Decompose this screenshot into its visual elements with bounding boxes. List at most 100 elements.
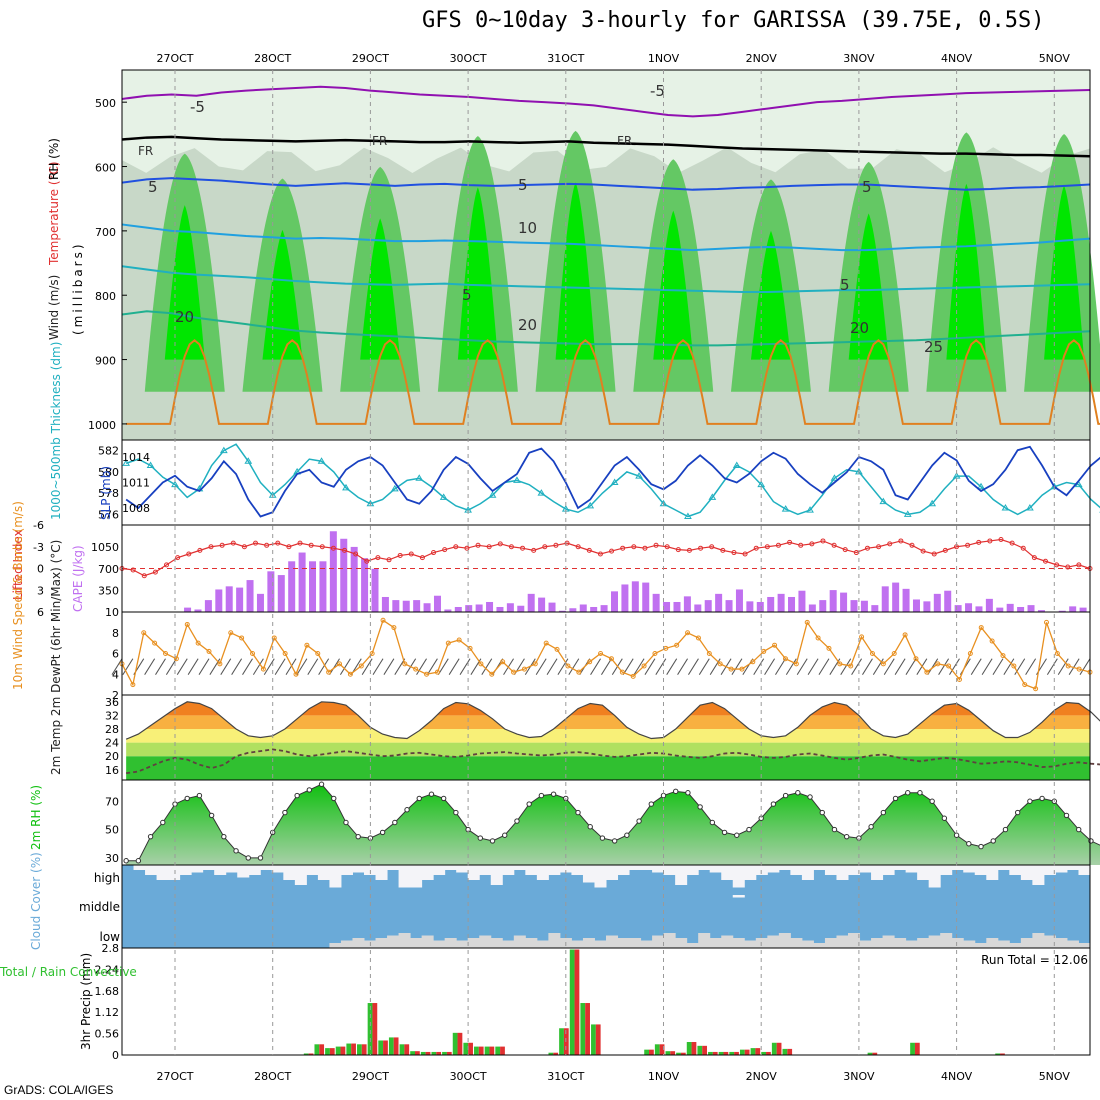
wind-speed-marker xyxy=(217,661,223,667)
panel-frame xyxy=(121,611,1091,696)
cloud-high-cell xyxy=(283,865,296,880)
cape-bar xyxy=(454,606,462,612)
axis-label: Wind (m/s) xyxy=(47,275,61,340)
wind-speed-marker xyxy=(576,669,582,675)
wind-speed-marker xyxy=(989,638,995,644)
lifted-index-marker xyxy=(720,547,726,553)
rh-marker xyxy=(550,791,557,797)
axis-label: 1000~500mb Thickness (dm) xyxy=(49,342,63,520)
cloud-high-cell xyxy=(559,865,572,873)
cloud-low-cell xyxy=(744,940,757,948)
cloud-high-cell xyxy=(606,865,619,880)
date-label-top: 2NOV xyxy=(746,52,778,65)
wind-barb xyxy=(753,658,765,675)
wind-barb xyxy=(285,658,297,675)
precip-convective-bar xyxy=(670,1051,676,1055)
lifted-index-marker xyxy=(297,540,303,546)
axis-label: RH (%) xyxy=(47,138,61,180)
cloud-high-cell xyxy=(813,865,826,870)
lifted-index-marker xyxy=(464,545,470,551)
precip-total-bar xyxy=(484,1046,490,1055)
cloud-high-cell xyxy=(433,865,446,875)
wind-speed-marker xyxy=(598,651,604,656)
lifted-index-marker xyxy=(965,542,971,548)
y-tick-label: 1050 xyxy=(91,541,119,554)
cape-bar xyxy=(423,603,431,612)
cloud-low-cell xyxy=(709,938,722,948)
wind-barb xyxy=(481,658,493,675)
rh-marker xyxy=(233,848,239,854)
rh-marker xyxy=(184,795,190,802)
panel-frame xyxy=(121,947,1091,1056)
y-tick-label: 2.8 xyxy=(102,942,120,955)
lifted-index-marker xyxy=(831,542,837,548)
lifted-index-marker xyxy=(775,542,781,548)
precip-total-bar xyxy=(718,1051,724,1055)
rh-marker xyxy=(245,855,251,861)
wind-speed-marker xyxy=(315,651,321,656)
precip-convective-bar xyxy=(702,1045,707,1055)
lifted-index-marker xyxy=(1020,545,1026,551)
cape-bar xyxy=(402,600,410,612)
lifted-index-marker xyxy=(920,548,926,554)
precip-total-bar xyxy=(314,1044,320,1055)
cape-bar xyxy=(517,605,525,612)
wind-speed-marker xyxy=(772,642,778,648)
wind-barb xyxy=(633,658,645,675)
y-tick-label: 28 xyxy=(105,723,119,736)
cape-bar xyxy=(433,595,441,612)
wind-speed-marker xyxy=(521,666,527,672)
wind-speed-marker xyxy=(511,669,517,675)
cloud-low-cell xyxy=(1066,940,1079,948)
lifted-index-marker xyxy=(631,544,637,550)
temp-band xyxy=(126,729,1090,743)
y-tick-label: 700 xyxy=(95,226,116,239)
wind-speed-marker xyxy=(532,661,538,667)
thickness-marker xyxy=(708,493,717,500)
cloud-low-cell xyxy=(1043,935,1056,948)
cloud-low-cell xyxy=(951,938,964,948)
precip-total-bar xyxy=(335,1046,341,1055)
rh-marker xyxy=(673,788,679,795)
cloud-high-cell xyxy=(905,865,918,873)
cloud-low-cell xyxy=(997,940,1010,948)
wind-speed-marker xyxy=(543,640,549,646)
y-tick-label: 580 xyxy=(98,466,119,479)
cloud-low-cell xyxy=(1078,943,1091,948)
lifted-index-marker xyxy=(330,545,336,551)
lifted-index-marker xyxy=(564,540,570,546)
lifted-index-line xyxy=(121,538,1091,577)
y-tick-label: 6 xyxy=(37,606,44,619)
cape-bar xyxy=(1069,606,1077,612)
rh-marker xyxy=(575,809,581,816)
cape-bar xyxy=(944,590,952,612)
wind-barb xyxy=(568,658,580,675)
rh-marker xyxy=(660,792,667,799)
wind-barb xyxy=(688,658,699,675)
wind-barb xyxy=(883,658,895,675)
wind-speed-marker xyxy=(913,656,919,662)
lifted-index-marker xyxy=(642,545,648,551)
cape-bar xyxy=(465,605,473,612)
cloud-low-cell xyxy=(801,940,814,948)
date-label-top: 28OCT xyxy=(254,52,291,65)
cloud-high-cell xyxy=(594,865,607,888)
cape-bar xyxy=(746,601,754,612)
precip-convective-bar xyxy=(340,1046,346,1055)
lifted-index-marker xyxy=(364,558,370,564)
wind-barb xyxy=(426,658,438,675)
rh-marker xyxy=(648,801,654,807)
lifted-index-marker xyxy=(1009,540,1015,546)
cloud-low-cell xyxy=(536,940,549,948)
rh-marker xyxy=(343,819,349,826)
cape-bar xyxy=(298,552,306,612)
lifted-index-marker xyxy=(620,545,626,551)
precip-convective-bar xyxy=(776,1042,782,1055)
isotherm-label: FR xyxy=(372,134,387,148)
wind-speed-marker xyxy=(380,617,386,623)
lifted-index-marker xyxy=(230,540,236,546)
cloud-high-cell xyxy=(778,865,791,870)
cloud-high-cell xyxy=(548,865,561,875)
cloud-high-cell xyxy=(617,865,630,875)
cloud-low-cell xyxy=(894,938,907,948)
